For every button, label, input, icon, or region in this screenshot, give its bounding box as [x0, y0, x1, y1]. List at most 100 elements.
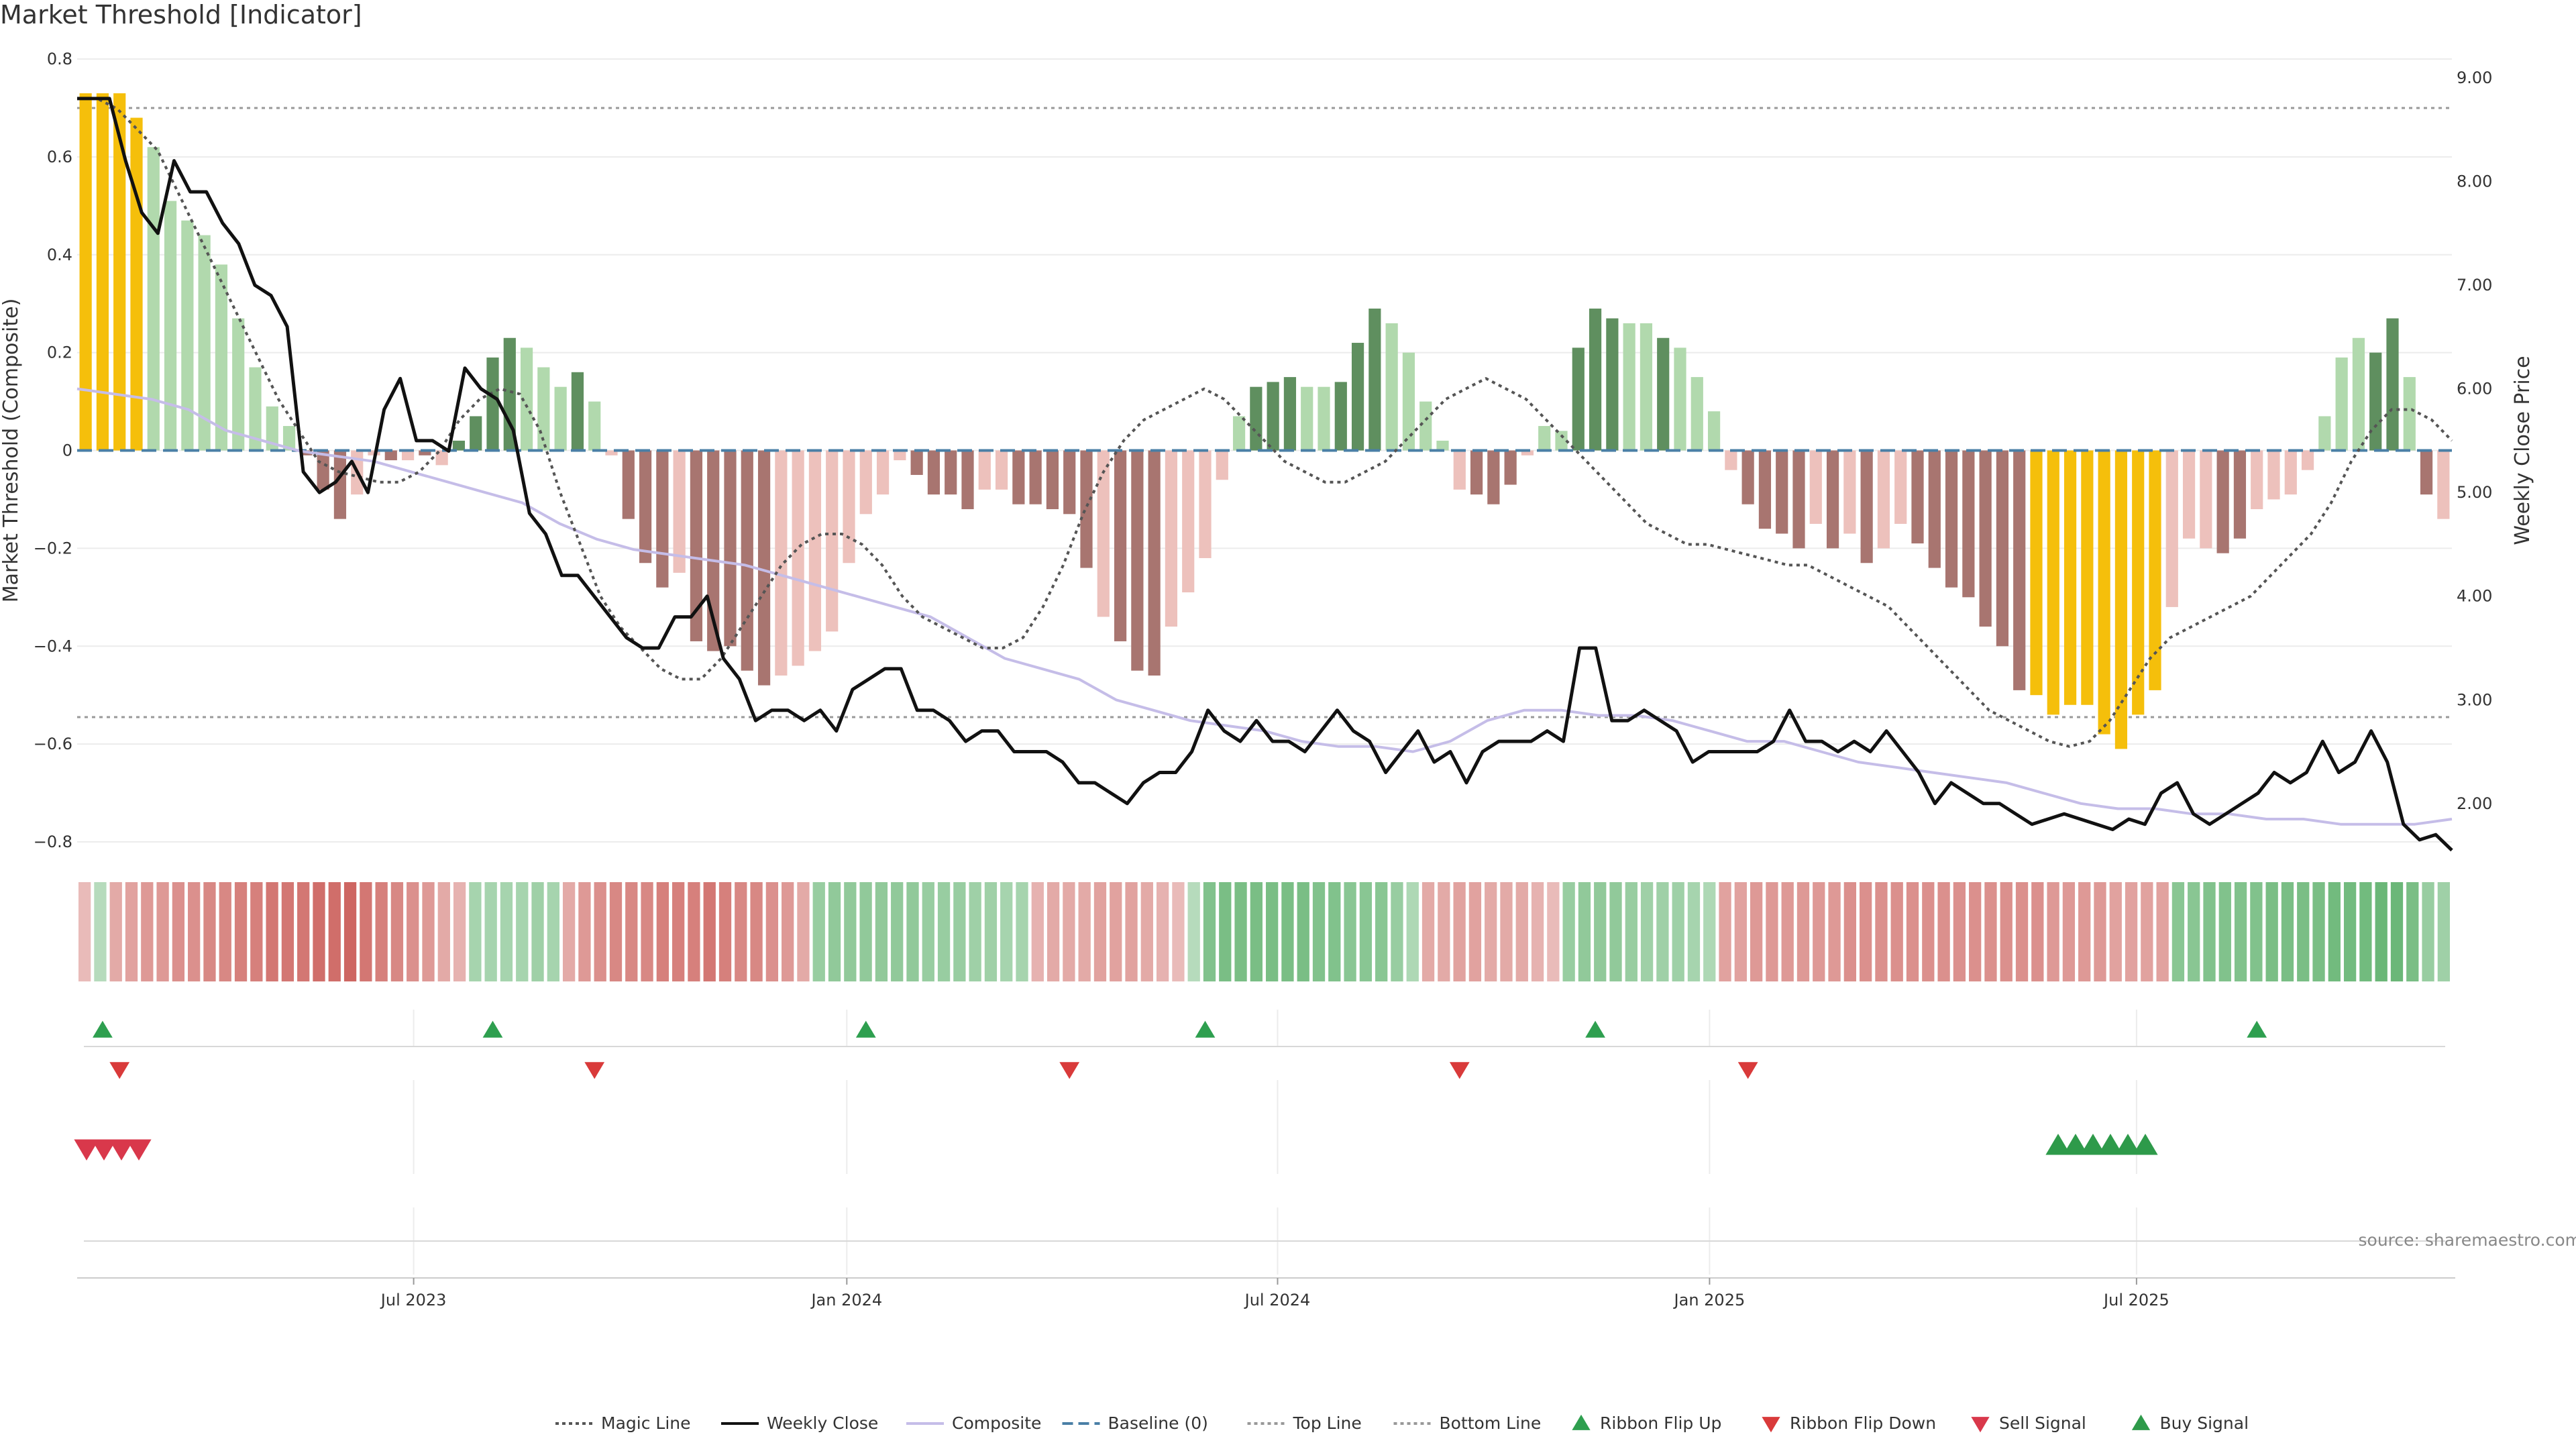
composite-bar — [1894, 450, 1907, 524]
composite-bar — [1758, 450, 1772, 529]
y-tick-label: −0.4 — [34, 637, 72, 655]
ribbon-cell — [2297, 882, 2310, 981]
magic-line — [77, 97, 2453, 748]
composite-bar — [622, 450, 635, 519]
ribbon-flip-down-marker — [1449, 1062, 1470, 1079]
ribbon-cell — [578, 882, 591, 981]
composite-bar — [1640, 323, 1653, 451]
composite-bar — [1148, 450, 1161, 676]
ribbon-cell — [2125, 882, 2138, 981]
ribbon-cell — [656, 882, 669, 981]
composite-bar — [826, 450, 839, 632]
composite-bar — [2369, 352, 2382, 451]
ribbon-cell — [828, 882, 841, 981]
ribbon-cell — [765, 882, 779, 981]
buy-signal-marker — [2133, 1134, 2158, 1155]
ribbon-cell — [1234, 882, 1247, 981]
ribbon-cell — [2078, 882, 2091, 981]
sell-signal-marker — [74, 1139, 99, 1161]
composite-bar — [1182, 450, 1195, 593]
ribbon-cell — [469, 882, 482, 981]
ribbon-cell — [1734, 882, 1747, 981]
ribbon-cell — [1406, 882, 1419, 981]
ribbon-cell — [1766, 882, 1778, 981]
composite-bar — [1165, 450, 1178, 627]
composite-bar — [894, 450, 906, 461]
composite-bar — [927, 450, 941, 495]
ribbon-cell — [1562, 882, 1575, 981]
composite-bar — [859, 450, 872, 515]
composite-bar — [1199, 450, 1212, 558]
legend-label: Top Line — [1293, 1413, 1362, 1433]
ribbon-cell — [1875, 882, 1888, 981]
ribbon-cell — [266, 882, 278, 981]
composite-bar — [2182, 450, 2196, 539]
composite-bar — [910, 450, 923, 475]
ribbon-cell — [484, 882, 497, 981]
ribbon-cell — [1969, 882, 1982, 981]
ribbon-cell — [937, 882, 951, 981]
composite-bar — [639, 450, 652, 564]
composite-bar — [147, 147, 160, 451]
y-tick-label: 0.4 — [47, 246, 72, 264]
ribbon-cell — [1140, 882, 1153, 981]
composite-bar — [2200, 450, 2212, 549]
ribbon-cell — [1953, 882, 1966, 981]
ribbon-cell — [1328, 882, 1341, 981]
x-tick-label: Jan 2024 — [810, 1291, 882, 1309]
composite-bar — [2132, 450, 2145, 715]
ribbon-cell — [1578, 882, 1591, 981]
ribbon-cell — [2343, 882, 2357, 981]
legend-item: Composite — [906, 1413, 1041, 1433]
source-text: source: sharemaestro.com — [2359, 1230, 2576, 1250]
ribbon-cell — [1860, 882, 1872, 981]
buy-signal-marker — [2080, 1134, 2106, 1155]
ribbon-cell — [281, 882, 294, 981]
composite-bar — [1979, 450, 1992, 627]
ribbon-flip-down-marker — [109, 1062, 130, 1079]
ribbon-cell — [407, 882, 419, 981]
legend-label: Ribbon Flip Up — [1600, 1413, 1721, 1433]
y2-tick-label: 5.00 — [2457, 483, 2492, 502]
ribbon-cell — [735, 882, 747, 981]
buy-signal-marker — [2115, 1134, 2141, 1155]
composite-bar — [130, 117, 143, 451]
ribbon-cell — [343, 882, 357, 981]
composite-bar — [452, 440, 466, 451]
ribbon-cell — [562, 882, 576, 981]
composite-bar — [520, 347, 533, 451]
ribbon-cell — [1547, 882, 1560, 981]
composite-bar — [1368, 308, 1381, 451]
legend-label: Buy Signal — [2160, 1413, 2249, 1433]
composite-bar — [1538, 426, 1551, 451]
composite-bar — [605, 450, 618, 455]
ribbon-flip-down-marker — [1059, 1062, 1080, 1079]
composite-bar — [1385, 323, 1398, 451]
composite-bar — [333, 450, 347, 519]
ribbon-cell — [1359, 882, 1373, 981]
composite-bar — [1589, 308, 1602, 451]
ribbon-cell — [188, 882, 201, 981]
composite-bar — [401, 450, 415, 461]
ribbon-cell — [1485, 882, 1497, 981]
ribbon-cell — [2406, 882, 2419, 981]
ribbon-cell — [1984, 882, 1997, 981]
ribbon-cell — [1110, 882, 1122, 981]
y2-tick-label: 7.00 — [2457, 276, 2492, 294]
ribbon-cell — [125, 882, 138, 981]
composite-bar — [2233, 450, 2247, 539]
y2-tick-label: 2.00 — [2457, 794, 2492, 813]
composite-bar — [1928, 450, 1941, 568]
composite-bar — [1521, 450, 1534, 455]
ribbon-cell — [516, 882, 529, 981]
ribbon-cell — [1281, 882, 1294, 981]
composite-bar — [792, 450, 804, 666]
sell-signal-marker — [126, 1139, 152, 1161]
composite-bar — [1301, 386, 1313, 451]
ribbon-flip-up-marker — [855, 1020, 876, 1038]
composite-bar — [1843, 450, 1856, 534]
composite-bar — [486, 357, 499, 451]
composite-bar — [1250, 386, 1263, 451]
composite-bar — [2335, 357, 2348, 451]
